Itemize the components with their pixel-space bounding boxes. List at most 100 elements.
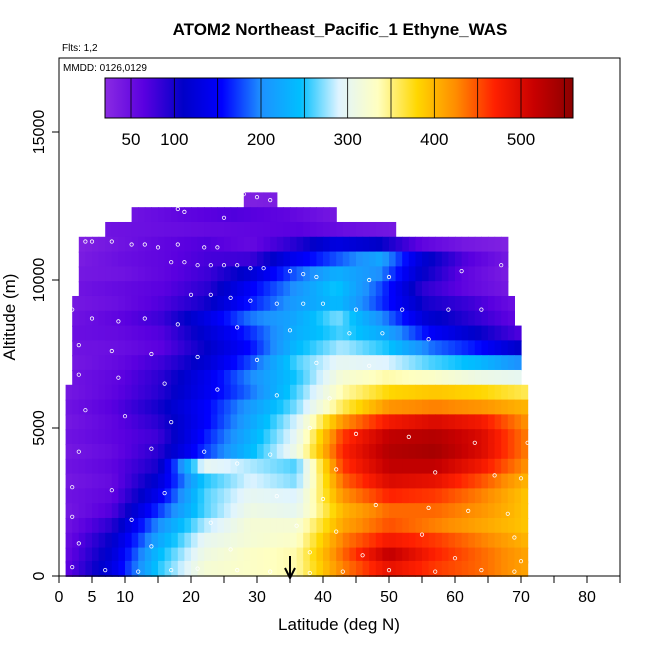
heat-cell	[92, 310, 100, 327]
heat-cell	[336, 414, 344, 431]
heat-cell	[428, 369, 436, 386]
x-tick-label: 10	[116, 589, 134, 606]
heat-cell	[98, 473, 106, 490]
heat-cell	[98, 488, 106, 505]
heat-cell	[468, 399, 476, 416]
heat-cell	[415, 266, 423, 283]
heat-cell	[270, 429, 278, 446]
heat-cell	[158, 355, 166, 372]
heat-cell	[125, 473, 133, 490]
colorbar-gradient	[104, 77, 574, 119]
heat-cell	[415, 488, 423, 505]
heat-cell	[177, 429, 185, 446]
heat-cell	[507, 429, 515, 446]
heat-cell	[494, 266, 502, 283]
heat-cell	[303, 295, 311, 312]
heat-cell	[257, 384, 265, 401]
heat-cell	[230, 221, 238, 238]
heat-cell	[422, 340, 430, 357]
heat-cell	[342, 340, 350, 357]
heat-cell	[151, 488, 159, 505]
heat-cell	[435, 340, 443, 357]
heat-cell	[342, 281, 350, 298]
heat-cell	[78, 399, 86, 416]
heat-cell	[309, 399, 317, 416]
heat-cell	[144, 325, 152, 342]
heat-cell	[224, 221, 232, 238]
heat-cell	[72, 473, 80, 490]
heat-cell	[243, 560, 251, 577]
heat-cell	[224, 325, 232, 342]
heat-cell	[78, 414, 86, 431]
heat-cell	[151, 266, 159, 283]
heat-cell	[356, 488, 364, 505]
heat-cell	[290, 547, 298, 564]
heat-cell	[276, 429, 284, 446]
sample-point	[116, 375, 121, 380]
heat-cell	[356, 517, 364, 534]
heat-cell	[230, 429, 238, 446]
sample-point	[208, 263, 213, 268]
heat-cell	[283, 369, 291, 386]
heat-cell	[125, 384, 133, 401]
heat-cell	[428, 532, 436, 549]
heat-cell	[309, 369, 317, 386]
heat-cell	[382, 369, 390, 386]
heat-cell	[263, 560, 271, 577]
dates-label: MMDD: 0126,0129	[63, 63, 147, 74]
heat-cell	[250, 473, 258, 490]
heat-cell	[422, 310, 430, 327]
heat-cell	[468, 310, 476, 327]
heat-cell	[349, 429, 357, 446]
heat-cell	[415, 340, 423, 357]
heat-cell	[336, 429, 344, 446]
heat-cell	[105, 384, 113, 401]
heat-cell	[382, 458, 390, 475]
heat-cell	[369, 560, 377, 577]
heat-cell	[422, 503, 430, 520]
heat-cell	[283, 325, 291, 342]
heat-cell	[468, 517, 476, 534]
heat-cell	[78, 503, 86, 520]
sample-point	[320, 496, 326, 502]
heat-cell	[131, 547, 139, 564]
heat-cell	[263, 429, 271, 446]
heat-cell	[230, 560, 238, 577]
heat-cell	[481, 340, 489, 357]
heat-cell	[461, 251, 469, 268]
heat-cell	[336, 369, 344, 386]
heat-cell	[164, 532, 172, 549]
heat-cell	[164, 281, 172, 298]
heat-cell	[131, 369, 139, 386]
heat-cell	[270, 547, 278, 564]
heat-cell	[507, 369, 515, 386]
heat-cell	[131, 221, 139, 238]
heat-cell	[461, 473, 469, 490]
heat-cell	[468, 443, 476, 460]
heat-cell	[362, 429, 370, 446]
heat-cell	[65, 414, 73, 431]
heat-cell	[362, 517, 370, 534]
heat-cell	[164, 369, 172, 386]
heat-cell	[78, 251, 86, 268]
heat-cell	[329, 532, 337, 549]
heat-cell	[501, 310, 509, 327]
heat-cell	[138, 236, 146, 253]
sample-point	[426, 337, 431, 342]
heat-cell	[78, 517, 86, 534]
heat-cell	[402, 281, 410, 298]
heat-cell	[270, 443, 278, 460]
heat-cell	[250, 281, 258, 298]
heat-cell	[250, 399, 258, 416]
heat-cell	[461, 355, 469, 372]
heat-cell	[514, 532, 522, 549]
heat-cell	[474, 355, 482, 372]
heat-cell	[204, 207, 212, 224]
heat-cell	[422, 355, 430, 372]
heat-cell	[171, 251, 179, 268]
heat-cell	[296, 266, 304, 283]
heat-cell	[257, 340, 265, 357]
sample-point	[129, 517, 134, 522]
heat-cell	[507, 310, 515, 327]
heat-cell	[144, 429, 152, 446]
